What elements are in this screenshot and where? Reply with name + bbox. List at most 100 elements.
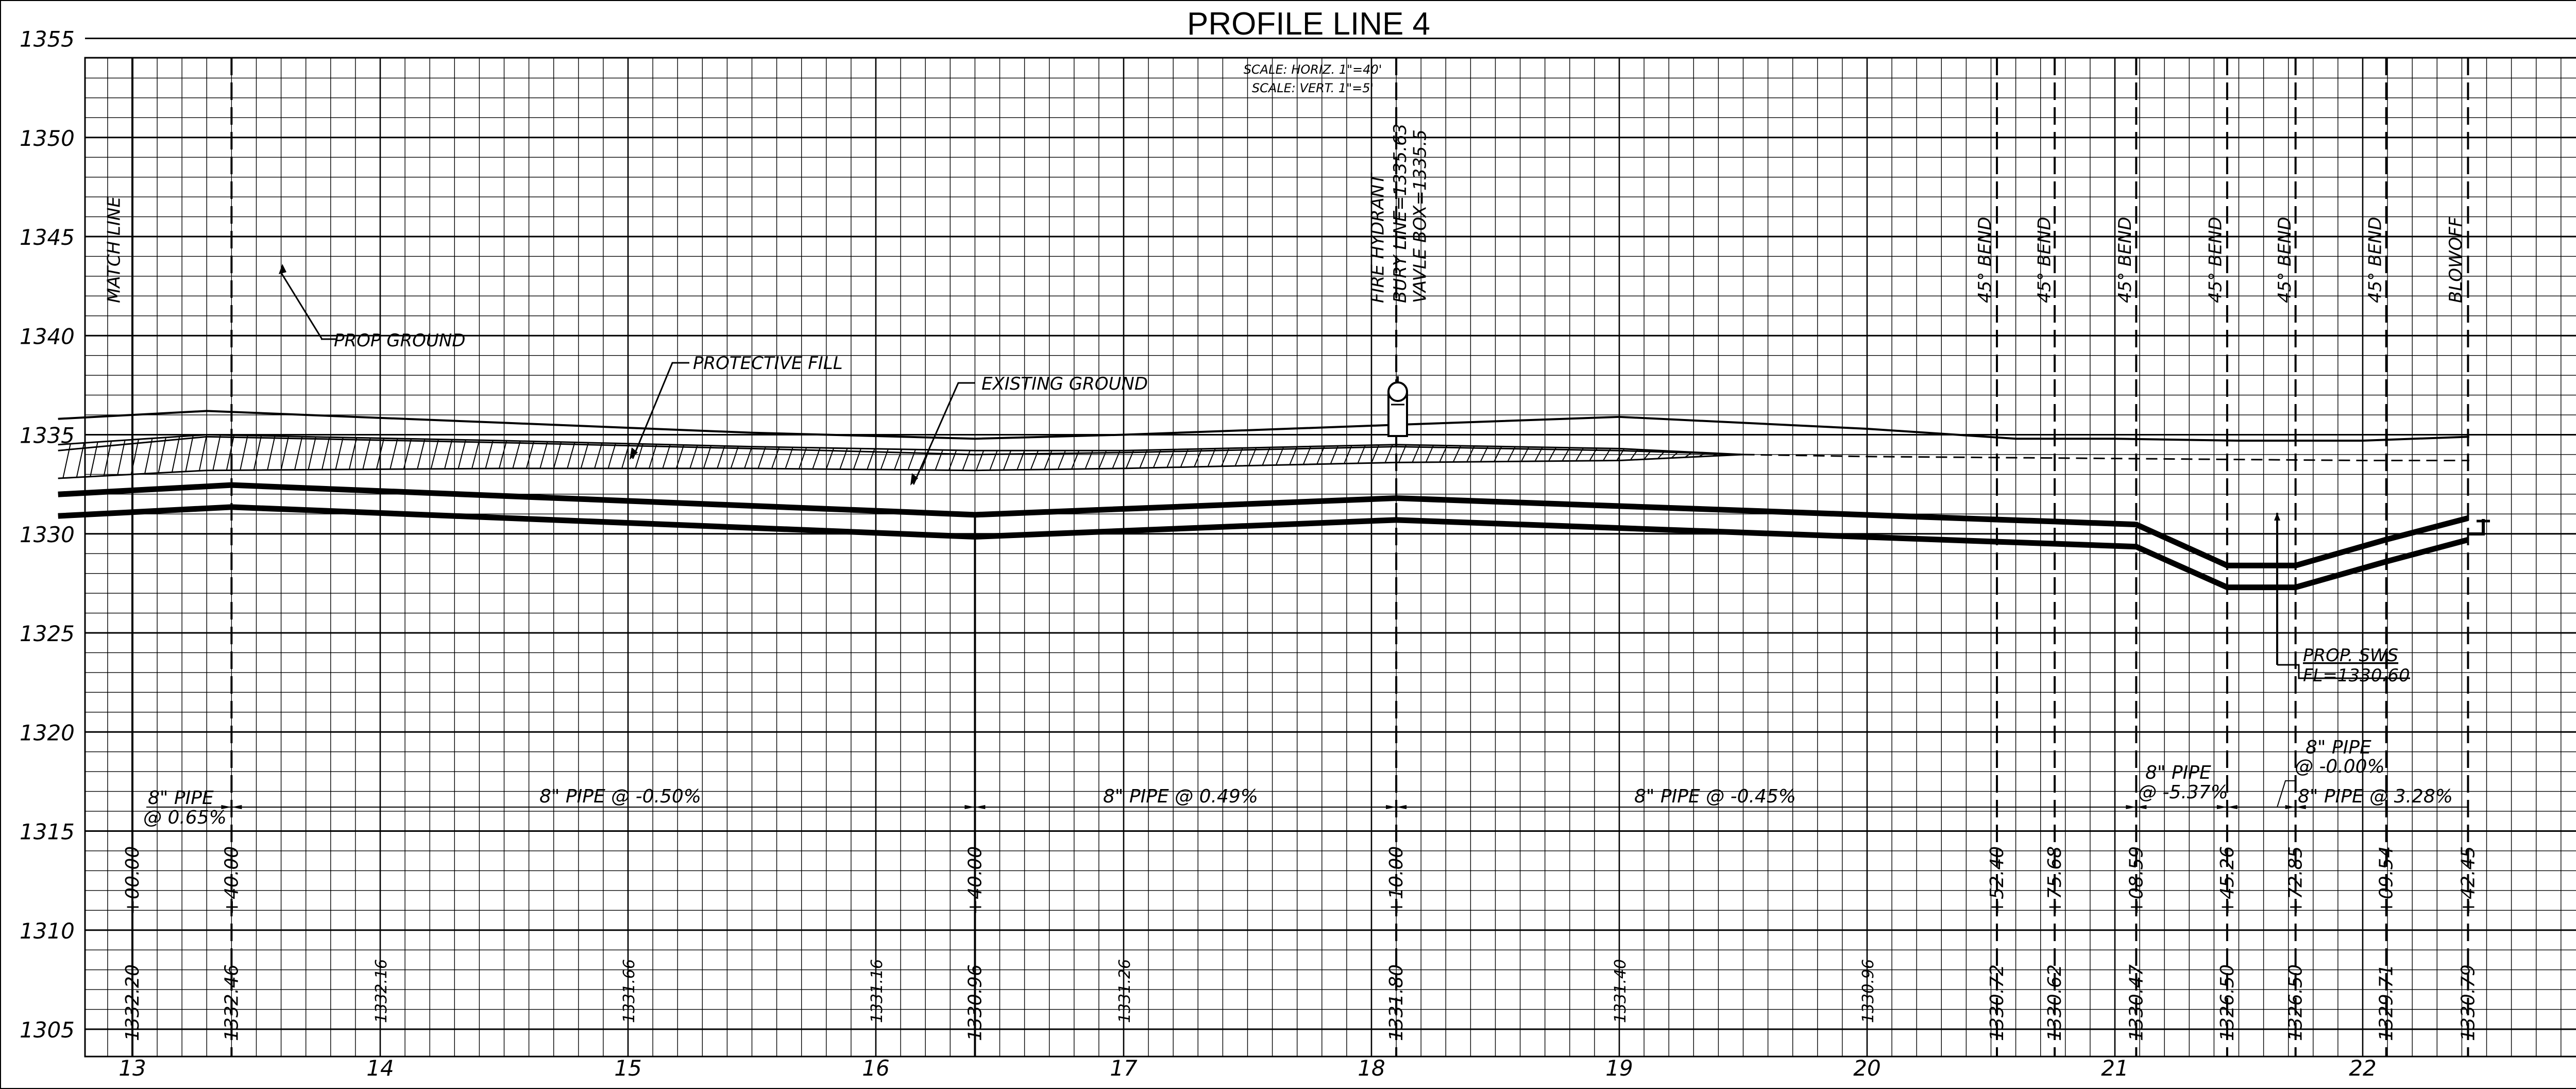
vertical-callout: VAVLE BOX=1335.5 <box>1410 129 1430 303</box>
protective-fill-hatch <box>62 434 1734 478</box>
elevation-label-left: 1355 <box>20 27 75 52</box>
pipe-label-5-line1: 8" PIPE <box>2145 762 2211 783</box>
dimension-arrow <box>1386 805 1397 809</box>
scale-vertical: SCALE: VERT. 1"=5' <box>1252 81 1374 95</box>
water-main <box>58 482 2469 591</box>
ground-elevation-label: 1331.40 <box>1612 959 1630 1023</box>
pipe-elevation-labels: 1332.20 1332.46 1330.96 1331.80 1330.72 1330.… <box>122 964 2479 1041</box>
dimension-arrow <box>975 805 986 809</box>
label-prop-sws: PROP. SWS <box>2303 645 2398 666</box>
pipe-elevation-label: 1330.96 <box>964 964 986 1041</box>
label-protective-fill: PROTECTIVE FILL <box>693 353 843 374</box>
station-label: 21 <box>2101 1056 2128 1081</box>
dimension-arrow <box>2136 805 2147 809</box>
ground-elevation-label: 1331.66 <box>620 959 638 1023</box>
station-axis: 13 14 15 16 17 18 19 20 21 22 <box>118 1056 2376 1081</box>
station-offset-label: +52.40 <box>1987 846 2008 915</box>
blowoff-icon <box>2468 519 2490 535</box>
vertical-callout: BLOWOFF <box>2446 216 2466 303</box>
pipe-elevation-label: 1332.46 <box>221 964 242 1041</box>
pipe-label-5-line2: @ -5.37% <box>2138 782 2228 803</box>
pipe-elevation-label: 1330.72 <box>1987 964 2008 1041</box>
ground-elevation-labels: 1332.16 1331.66 1331.16 1331.26 1331.40 1330.… <box>372 959 1877 1023</box>
pipe-invert-line <box>58 504 2469 591</box>
dimension-arrow <box>2285 805 2296 809</box>
pipe-label-6-line2: @ -0.00% <box>2295 756 2385 777</box>
elevation-label-left: 1320 <box>20 720 75 745</box>
dimension-arrow <box>2126 805 2137 809</box>
existing-ground-dashed <box>1743 454 2469 461</box>
ground-elevation-label: 1332.16 <box>372 959 391 1023</box>
ground-elevation-label: 1330.96 <box>1859 959 1877 1023</box>
dimension-arrow <box>1396 805 1407 809</box>
station-offset-label: +72.85 <box>2285 846 2307 915</box>
pipe-elevation-label: 1329.71 <box>2376 964 2397 1041</box>
station-label: 13 <box>118 1056 146 1081</box>
station-offset-label: +42.45 <box>2458 846 2479 915</box>
pipe-label-2: 8" PIPE @ -0.50% <box>539 786 701 807</box>
station-offset-label: +10.00 <box>1386 846 1407 915</box>
vertical-callout: 45° BEND <box>1975 217 1995 304</box>
pipe-label-7: 8" PIPE @ 3.28% <box>2298 786 2453 807</box>
existing-ground-line <box>58 435 1743 456</box>
station-label: 16 <box>862 1056 889 1081</box>
station-label: 15 <box>614 1056 641 1081</box>
dimension-arrow <box>2227 805 2238 809</box>
pipe-label-6-line1: 8" PIPE <box>2306 737 2371 758</box>
station-label: 17 <box>1110 1056 1138 1081</box>
label-existing-ground: EXISTING GROUND <box>981 374 1148 394</box>
vertical-callout: MATCH LINE <box>104 196 125 303</box>
vertical-callout: 45° BEND <box>2035 217 2055 304</box>
elevation-label-left: 1315 <box>20 819 75 845</box>
pipe-elevation-label: 1326.50 <box>2285 964 2307 1041</box>
pipe-label-1-line1: 8" PIPE <box>148 788 214 809</box>
label-prop-ground: PROP GROUND <box>334 330 465 351</box>
station-offset-label: +75.68 <box>2044 846 2065 915</box>
sws-pipe-marker-icon <box>2274 513 2280 665</box>
terrain <box>58 410 2469 479</box>
profile-title: PROFILE LINE 4 <box>1187 6 1430 42</box>
station-label: 22 <box>2349 1056 2376 1081</box>
pipe-dimension-lines <box>146 805 2468 809</box>
station-label: 18 <box>1358 1056 1385 1081</box>
vertical-callouts: MATCH LINE FIRE HYDRANT BURY LINE=1335.63V… <box>104 124 2466 303</box>
station-label: 20 <box>1853 1056 1880 1081</box>
station-offset-label: +00.00 <box>122 846 143 915</box>
ground-elevation-label: 1331.16 <box>868 959 886 1023</box>
elevation-label-left: 1350 <box>20 126 75 151</box>
pipe-top-line <box>58 482 2469 568</box>
station-offset-label: +40.00 <box>964 846 986 915</box>
fire-hydrant-icon <box>1387 376 1408 437</box>
vertical-callout: BURY LINE=1335.63 <box>1390 124 1411 303</box>
dimension-arrow <box>964 805 975 809</box>
vertical-callout: 45° BEND <box>2115 217 2136 304</box>
elevation-label-left: 1330 <box>20 522 75 547</box>
pipe-label-3: 8" PIPE @ 0.49% <box>1103 786 1258 807</box>
elevation-label-left: 1310 <box>20 918 75 944</box>
dimension-arrow <box>2216 805 2227 809</box>
station-offset-label: +40.00 <box>221 846 242 915</box>
vertical-callout: 45° BEND <box>2365 217 2386 304</box>
dimension-arrow <box>2295 805 2306 809</box>
pipe-elevation-label: 1331.80 <box>1386 964 1407 1041</box>
station-offset-label: +09.54 <box>2376 846 2397 915</box>
grid-frame <box>84 57 2576 1058</box>
dimension-arrow <box>231 805 242 809</box>
ground-elevation-label: 1331.26 <box>1116 959 1134 1023</box>
station-label: 19 <box>1605 1056 1633 1081</box>
fittings <box>1387 376 2490 665</box>
protective-fill-top <box>58 433 1743 479</box>
pipe-label-4: 8" PIPE @ -0.45% <box>1634 786 1796 807</box>
proposed-ground-line <box>58 410 2469 442</box>
pipe-elevation-label: 1330.62 <box>2044 964 2065 1041</box>
station-offset-labels: +00.00 +40.00 +40.00 +10.00 +52.40 +75.68 +08.… <box>122 846 2479 915</box>
station-offset-label: +08.59 <box>2126 846 2147 915</box>
elevation-label-left: 1345 <box>20 225 75 250</box>
pipe-label-1-line2: @ 0.65% <box>143 807 227 828</box>
vertical-callout: 45° BEND <box>2205 217 2226 304</box>
elevation-label-left: 1340 <box>20 324 75 349</box>
dimension-arrow <box>221 805 232 809</box>
elevation-label-left: 1325 <box>20 621 75 646</box>
